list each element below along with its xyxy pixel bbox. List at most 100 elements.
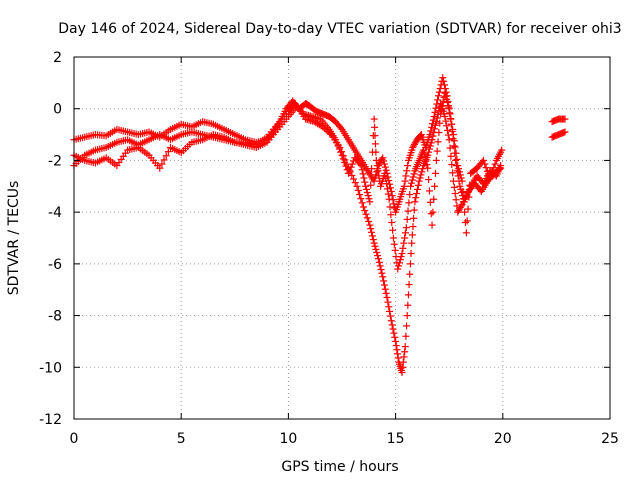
data-point: [415, 177, 423, 185]
x-axis-label: GPS time / hours: [281, 459, 398, 475]
data-point: [353, 182, 361, 190]
data-point: [402, 224, 410, 232]
data-point: [561, 115, 569, 123]
data-point: [363, 214, 371, 222]
data-point: [410, 170, 418, 178]
data-point: [367, 225, 375, 233]
data-point: [337, 148, 345, 156]
data-point: [367, 181, 375, 189]
data-point: [392, 342, 400, 350]
y-tick-label: -8: [48, 309, 62, 325]
data-point: [350, 175, 358, 183]
data-point: [385, 303, 393, 311]
data-point: [409, 144, 417, 151]
data-point: [447, 115, 455, 123]
plot-frame: [73, 56, 611, 420]
y-tick-label: -2: [48, 153, 62, 169]
data-point: [399, 244, 407, 252]
data-point: [445, 105, 453, 113]
data-point: [372, 156, 380, 164]
data-point: [369, 236, 377, 244]
data-point: [164, 148, 172, 156]
data-point: [401, 177, 409, 185]
data-point: [364, 192, 372, 200]
data-point: [444, 102, 452, 110]
data-point: [400, 239, 408, 247]
data-point: [425, 176, 433, 184]
data-point: [383, 185, 391, 193]
data-point: [450, 137, 458, 145]
data-point: [431, 125, 439, 133]
data-point: [419, 146, 427, 154]
data-point: [455, 165, 463, 173]
data-point: [398, 368, 406, 376]
data-markers: [70, 74, 569, 376]
data-point: [371, 123, 379, 131]
data-point: [434, 96, 442, 104]
data-point: [376, 158, 384, 166]
data-point: [430, 195, 438, 203]
data-point: [160, 156, 168, 164]
data-point: [456, 171, 464, 179]
data-point: [360, 174, 368, 182]
data-point: [432, 156, 440, 164]
data-point: [158, 160, 166, 168]
data-point: [373, 168, 381, 176]
data-point: [427, 139, 435, 147]
data-point: [453, 155, 461, 163]
data-point: [448, 161, 456, 169]
data-point: [442, 117, 450, 125]
y-tick-label: -4: [48, 205, 62, 221]
data-point: [427, 127, 435, 135]
data-point: [384, 190, 392, 198]
data-point: [409, 223, 417, 231]
data-point: [401, 343, 409, 351]
data-point: [394, 265, 402, 273]
data-point: [403, 215, 411, 223]
data-point: [403, 322, 411, 330]
y-tick-label: -6: [48, 257, 62, 273]
data-point: [456, 182, 464, 190]
data-point: [463, 217, 471, 225]
x-tick-label: 15: [387, 431, 405, 447]
data-point: [465, 193, 473, 201]
data-point: [386, 184, 394, 192]
data-point: [434, 138, 442, 146]
data-point: [443, 122, 451, 130]
x-tick-label: 10: [279, 431, 297, 447]
data-point: [455, 207, 463, 215]
data-point: [407, 182, 415, 190]
data-point: [462, 229, 470, 237]
data-point: [460, 198, 468, 206]
data-point: [368, 165, 376, 173]
data-point: [410, 206, 418, 214]
y-axis-label: SDTVAR / TECUs: [6, 181, 22, 296]
data-point: [397, 253, 405, 261]
data-point: [393, 346, 401, 354]
data-point: [337, 124, 345, 132]
data-point: [366, 198, 374, 206]
data-point: [358, 199, 366, 207]
data-point: [480, 156, 488, 164]
data-point: [389, 325, 397, 333]
data-point: [410, 214, 418, 222]
data-point: [442, 92, 450, 100]
data-point: [334, 142, 342, 150]
data-point: [408, 231, 416, 239]
data-point: [398, 250, 406, 258]
data-point: [455, 168, 463, 176]
data-point: [388, 192, 396, 200]
data-point: [412, 194, 420, 202]
data-point: [395, 262, 403, 270]
data-point: [440, 81, 448, 89]
data-point: [461, 208, 469, 216]
x-tick-label: 25: [601, 431, 619, 447]
data-point: [387, 211, 395, 219]
data-point: [407, 250, 415, 258]
data-point: [449, 177, 457, 185]
data-point: [378, 155, 386, 163]
data-point: [497, 164, 505, 172]
data-point: [428, 221, 436, 229]
data-point: [380, 277, 388, 285]
